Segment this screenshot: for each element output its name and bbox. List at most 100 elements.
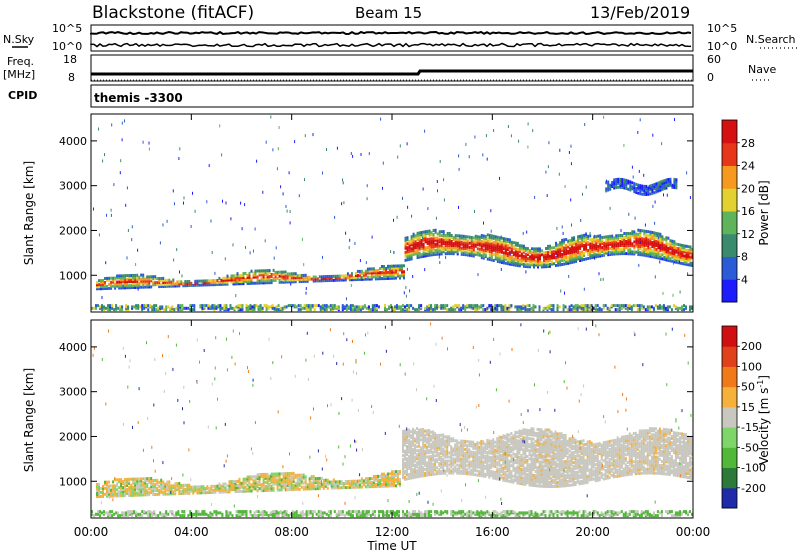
heatmap-cell <box>345 308 348 312</box>
heatmap-cell <box>605 187 608 191</box>
heatmap-cell <box>192 485 195 489</box>
heatmap-cell <box>571 246 574 250</box>
heatmap-cell <box>657 246 660 250</box>
heatmap-cell <box>178 280 181 284</box>
heatmap-cell <box>127 510 130 514</box>
heatmap-cell <box>338 480 341 484</box>
heatmap-cell <box>683 250 686 254</box>
heatmap-cell <box>643 249 646 253</box>
heatmap-cell <box>470 250 473 254</box>
heatmap-cell <box>488 304 491 308</box>
heatmap-cell <box>496 247 499 251</box>
heatmap-cell <box>341 304 344 308</box>
heatmap-cell <box>236 282 239 286</box>
heatmap-cell <box>618 511 621 515</box>
heatmap-cell <box>462 242 465 246</box>
heatmap-cell <box>128 479 131 483</box>
heatmap-cell <box>621 242 624 245</box>
beam-title: Beam 15 <box>355 4 422 22</box>
y-tick-label: 3000 <box>59 180 87 193</box>
heatmap-cell <box>366 483 369 487</box>
heatmap-cell <box>430 253 433 257</box>
heatmap-cell <box>333 306 336 310</box>
heatmap-cell <box>422 458 425 462</box>
heatmap-cell <box>238 485 241 489</box>
heatmap-cell <box>625 240 628 243</box>
heatmap-cell <box>347 510 350 514</box>
heatmap-cell <box>623 248 626 252</box>
heatmap-cell <box>174 482 177 486</box>
heatmap-cell <box>506 306 509 310</box>
heatmap-cell <box>273 306 276 310</box>
heatmap-cell <box>533 265 535 269</box>
heatmap-cell <box>288 482 291 486</box>
heatmap-cell <box>173 258 175 262</box>
heatmap-cell <box>161 305 164 309</box>
heatmap-cell <box>412 238 415 242</box>
heatmap-cell <box>408 464 411 468</box>
heatmap-cell <box>624 511 627 515</box>
heatmap-cell <box>113 512 116 516</box>
heatmap-cell <box>428 241 431 245</box>
heatmap-cell <box>406 248 409 252</box>
heatmap-cell <box>559 251 562 255</box>
heatmap-cell <box>333 304 336 308</box>
heatmap-cell <box>496 235 499 239</box>
heatmap-cell <box>537 247 539 251</box>
heatmap-cell <box>329 514 332 518</box>
heatmap-cell <box>466 243 469 247</box>
heatmap-cell <box>458 238 461 242</box>
heatmap-cell <box>347 305 350 309</box>
heatmap-cell <box>555 264 557 267</box>
heatmap-cell <box>661 257 664 261</box>
heatmap-cell <box>615 252 618 256</box>
heatmap-cell <box>643 243 646 247</box>
heatmap-cell <box>595 249 598 253</box>
heatmap-cell <box>531 255 533 259</box>
heatmap-cell <box>593 253 596 257</box>
heatmap-cell <box>657 240 660 244</box>
heatmap-cell <box>659 252 662 256</box>
heatmap-cell <box>330 486 333 490</box>
heatmap-cell <box>569 255 572 259</box>
heatmap-cell <box>389 264 391 268</box>
heatmap-cell <box>104 285 106 288</box>
heatmap-cell <box>144 479 147 483</box>
heatmap-cell <box>458 236 461 240</box>
heatmap-cell <box>278 488 281 492</box>
heatmap-cell <box>162 486 165 490</box>
heatmap-cell <box>236 272 239 276</box>
heatmap-cell <box>522 511 525 515</box>
heatmap-cell <box>666 510 669 514</box>
heatmap-cell <box>465 142 467 146</box>
heatmap-cell <box>609 185 612 189</box>
heatmap-cell <box>565 238 568 241</box>
heatmap-cell <box>518 511 521 515</box>
heatmap-cell <box>251 305 254 309</box>
heatmap-cell <box>577 249 580 253</box>
heatmap-cell <box>194 485 197 489</box>
heatmap-cell <box>151 511 154 515</box>
heatmap-cell <box>136 479 139 483</box>
heatmap-cell <box>106 494 108 498</box>
heatmap-cell <box>571 242 574 246</box>
heatmap-cell <box>381 277 383 281</box>
heatmap-cell <box>111 123 113 127</box>
heatmap-cell <box>516 258 519 261</box>
heatmap-cell <box>391 480 393 484</box>
heatmap-cell <box>346 272 349 276</box>
heatmap-cell <box>176 282 179 286</box>
heatmap-cell <box>292 473 295 477</box>
heatmap-cell <box>304 279 307 283</box>
heatmap-cell <box>412 468 415 472</box>
heatmap-cell <box>579 259 582 262</box>
heatmap-cell <box>608 306 611 310</box>
heatmap-cell <box>351 514 354 518</box>
heatmap-cell <box>282 478 285 482</box>
heatmap-cell <box>448 248 451 252</box>
heatmap-cell <box>224 257 226 261</box>
heatmap-cell <box>657 250 660 254</box>
heatmap-cell <box>324 484 327 488</box>
heatmap-cell <box>268 488 271 492</box>
heatmap-cell <box>535 261 537 265</box>
